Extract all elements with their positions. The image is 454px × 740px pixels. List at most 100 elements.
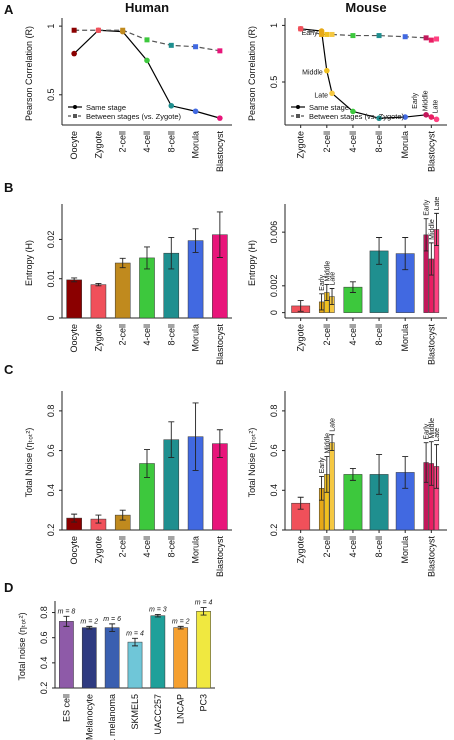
y-tick-label: 0.4 [46, 484, 56, 497]
x-tick-label: PC3 [199, 694, 209, 712]
y-tick-label: 0.002 [269, 275, 279, 298]
bar-label: Middle [324, 433, 331, 454]
x-tick-label: 2-cell [118, 324, 128, 346]
y-tick-label: 0.5 [269, 76, 279, 89]
point [71, 50, 77, 57]
point-label: Middle [302, 70, 323, 77]
x-tick-label: 8-cell [374, 536, 384, 558]
y-tick-label: 1 [46, 24, 56, 29]
point [350, 108, 356, 115]
error-bar [71, 277, 78, 283]
panel-label: A [4, 2, 14, 17]
point [376, 33, 382, 39]
error-bar [216, 429, 223, 458]
point [144, 57, 150, 64]
bar [329, 442, 335, 531]
bar [173, 627, 189, 689]
error-bar [144, 449, 150, 478]
error-bar [434, 212, 439, 247]
x-tick-label: 8-cell [374, 131, 384, 153]
x-tick-label: Blastocyst [215, 324, 225, 366]
point [428, 114, 435, 120]
error-bar [216, 211, 223, 258]
error-bar [319, 475, 324, 501]
point [193, 44, 199, 50]
bar-label: Late [330, 418, 337, 432]
error-bar [168, 421, 175, 458]
error-bar [329, 288, 335, 306]
error-bar [168, 237, 175, 270]
x-tick-label: Melanocyte [84, 694, 94, 740]
y-axis-label: Entropy (H) [24, 240, 34, 286]
y-axis-label: Pearson Correlation (R) [24, 26, 34, 121]
error-bar [319, 293, 324, 311]
point-label: Late [433, 100, 440, 114]
point [168, 42, 174, 48]
error-bar [95, 282, 102, 287]
panel-label: B [4, 180, 13, 195]
x-tick-label: 4-cell [348, 536, 358, 558]
point-label: Early [412, 92, 419, 108]
point [319, 31, 325, 37]
y-axis-label: Entropy (H) [247, 240, 257, 286]
error-bar [63, 615, 70, 627]
y-tick-label: 0.8 [46, 405, 56, 418]
error-bar [192, 402, 199, 471]
x-tick-label: Morula [400, 536, 410, 564]
error-bar [119, 257, 126, 269]
x-tick-label: Morula [191, 536, 201, 564]
error-bar [428, 441, 434, 486]
bar-label: Early [424, 199, 431, 215]
y-tick-label: 0.6 [269, 444, 279, 457]
x-tick-label: ES cell [61, 694, 71, 722]
point [95, 27, 101, 33]
x-tick-label: Zygote [93, 536, 103, 564]
x-tick-label: 8-cell [374, 324, 384, 346]
error-bar [402, 237, 409, 271]
bar-annotation: m = 2 [172, 618, 190, 625]
bar [104, 627, 120, 689]
x-tick-label: Oocyte [69, 324, 79, 353]
bar-label: Early [319, 457, 326, 473]
point [144, 37, 150, 43]
bar-annotation: m = 8 [58, 608, 76, 615]
point-label: Late [314, 92, 328, 99]
bar-annotation: m = 6 [103, 616, 121, 623]
x-tick-label: Oocyte [69, 131, 79, 160]
x-tick-label: Blastocyst [215, 536, 225, 578]
x-tick-label: Zygote [296, 324, 306, 352]
error-bar [402, 456, 409, 489]
point [324, 31, 330, 37]
x-tick-label: Blastocyst [215, 131, 225, 173]
legend-marker [73, 105, 77, 109]
point [423, 35, 429, 41]
bar-annotation: m = 4 [126, 630, 144, 637]
bar-label: Middle [429, 418, 436, 439]
point [428, 37, 434, 43]
error-bar [200, 607, 207, 616]
legend-marker [73, 114, 77, 118]
error-bar [144, 246, 150, 270]
x-tick-label: Blastocyst [426, 536, 436, 578]
x-tick-label: 4-cell [142, 536, 152, 558]
bar-label: Middle [324, 261, 331, 282]
legend-label: Between stages (vs. Zygote) [309, 112, 405, 121]
point [71, 27, 77, 33]
bar [59, 621, 74, 689]
bar [343, 474, 363, 531]
point [402, 114, 408, 120]
point [192, 108, 199, 115]
x-tick-label: 2-cell [118, 536, 128, 558]
x-tick-label: 4-cell [142, 131, 152, 153]
error-bar [349, 468, 356, 481]
error-bar [428, 242, 434, 276]
error-bar [297, 300, 304, 312]
x-tick-label: SKMEL5 [130, 694, 140, 730]
error-bar [423, 442, 429, 483]
error-bar [154, 613, 161, 618]
x-tick-label: Zygote [93, 131, 103, 159]
bar [150, 615, 166, 689]
bar [127, 641, 143, 689]
bar-annotation: m = 3 [149, 606, 167, 613]
point [376, 115, 382, 122]
